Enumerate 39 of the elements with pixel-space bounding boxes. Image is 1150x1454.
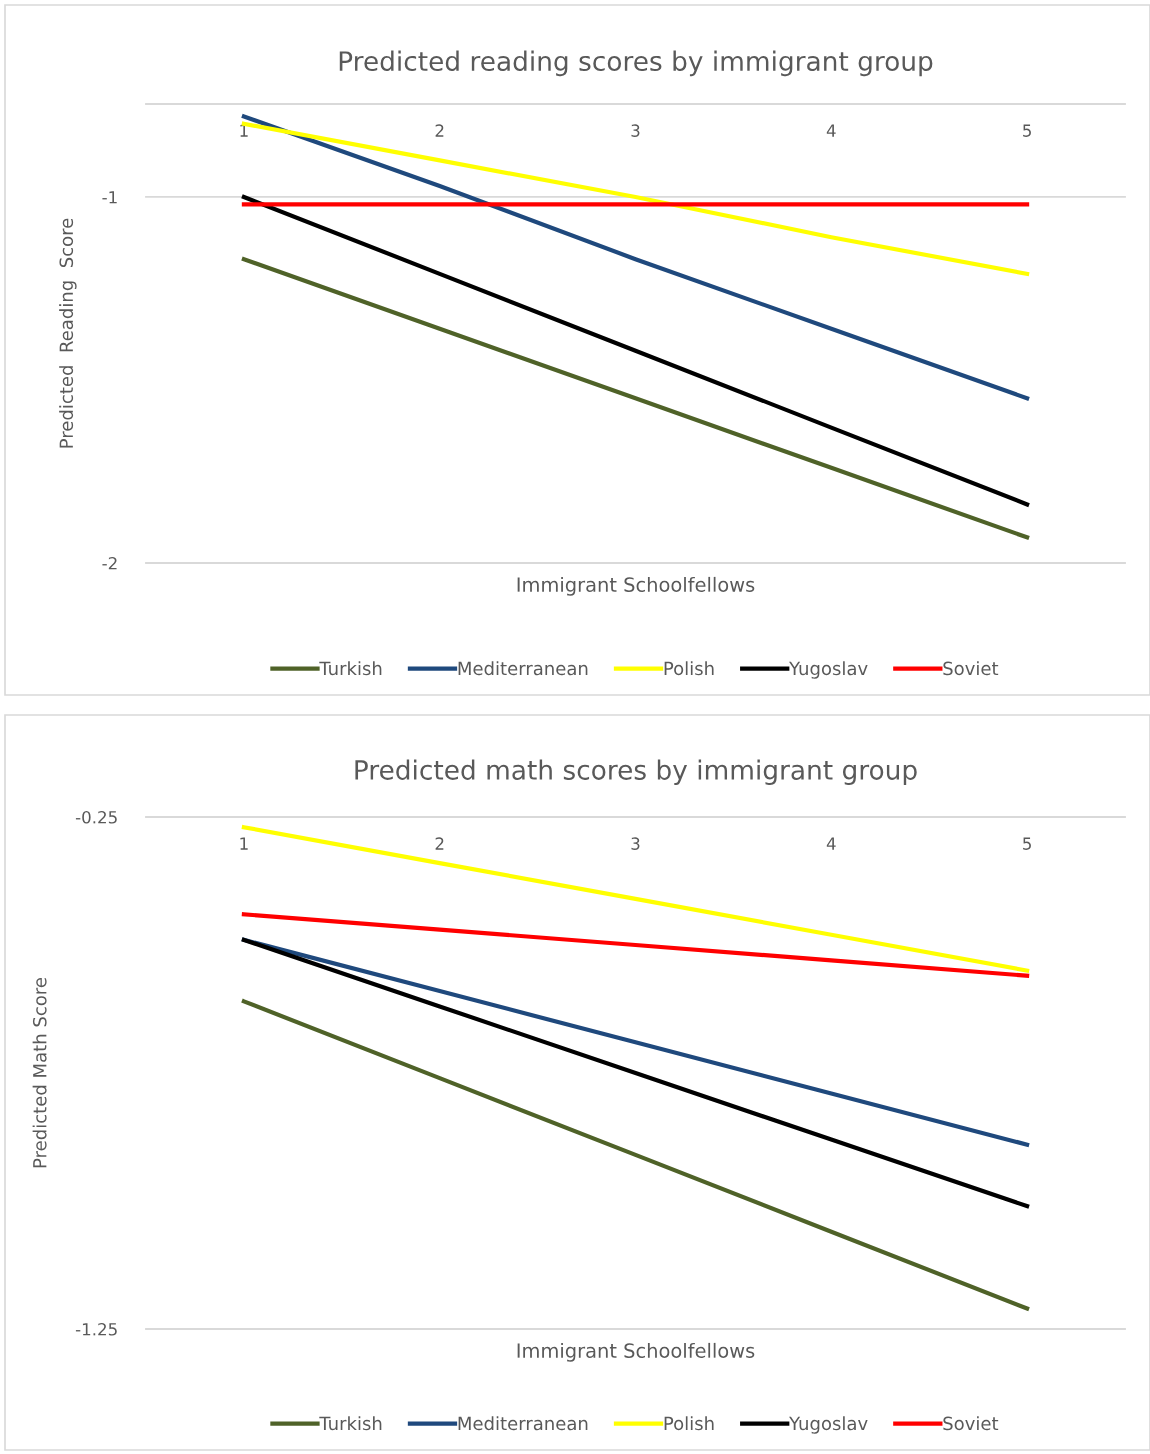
x-tick-label: 4 <box>826 837 836 850</box>
legend-label: Turkish <box>319 1416 382 1431</box>
legend-label: Polish <box>664 1416 714 1431</box>
line-series <box>241 912 1030 978</box>
y-tick-label: -2 <box>102 556 117 570</box>
legend-label: Yugoslav <box>789 661 868 679</box>
line-series <box>241 121 1030 276</box>
x-tick-label: 3 <box>631 837 640 850</box>
legend-label: Soviet <box>943 661 999 676</box>
legend-label: Polish <box>664 661 714 676</box>
x-axis-title: Immigrant Schoolfellows <box>517 576 755 596</box>
line-series <box>241 825 1030 973</box>
x-tick-label: 4 <box>826 124 836 137</box>
x-tick-label: 3 <box>631 124 640 137</box>
y-axis-title: Predicted Math Score <box>32 977 47 1168</box>
x-tick-label: 5 <box>1023 124 1031 137</box>
legend-label: Mediterranean <box>458 661 588 676</box>
x-tick-label: 2 <box>435 124 444 137</box>
line-series <box>241 937 1030 1147</box>
legend-label: Mediterranean <box>458 1416 588 1431</box>
line-series <box>241 194 1030 507</box>
line-series <box>241 937 1030 1209</box>
x-tick-label: 1 <box>240 837 248 850</box>
line-series <box>241 257 1030 540</box>
x-axis-title: Immigrant Schoolfellows <box>517 1342 755 1362</box>
x-tick-label: 2 <box>435 837 444 850</box>
y-axis-title: Predicted Reading Score <box>59 218 77 448</box>
y-tick-label: -1.25 <box>75 1322 117 1336</box>
legend-label: Turkish <box>319 661 382 676</box>
chart-title: Predicted reading scores by immigrant group <box>339 50 933 77</box>
y-tick-label: -1 <box>102 191 117 204</box>
legend-label: Yugoslav <box>789 1416 868 1434</box>
chart-title: Predicted math scores by immigrant group <box>355 759 917 785</box>
legend-label: Soviet <box>943 1416 999 1431</box>
y-tick-label: -0.25 <box>75 810 117 824</box>
x-tick-label: 1 <box>240 124 248 137</box>
x-tick-label: 5 <box>1023 837 1031 850</box>
line-series <box>241 114 1030 401</box>
line-series <box>241 999 1030 1311</box>
